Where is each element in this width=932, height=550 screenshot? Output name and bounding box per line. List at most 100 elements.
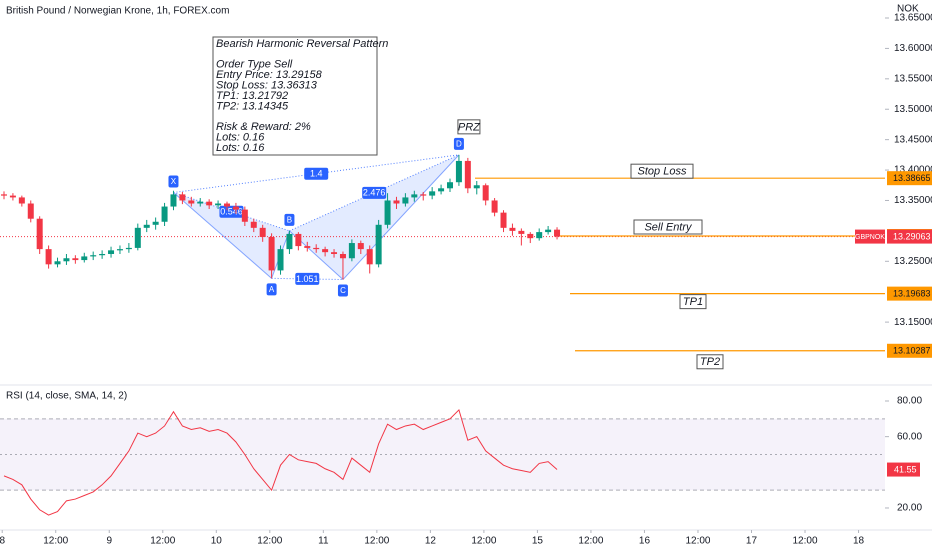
level-name-box <box>696 354 724 370</box>
x-tick-label: 8 <box>0 536 5 547</box>
x-tick-label: 12:00 <box>43 536 68 547</box>
note-line: Stop Loss: 13.36313 <box>216 79 318 91</box>
note-line: TP2: 13.14345 <box>216 100 289 112</box>
x-tick-label: 15 <box>532 536 544 547</box>
point-box <box>168 175 179 188</box>
candle-body <box>375 224 382 265</box>
candle-body <box>536 232 543 239</box>
candle-body <box>464 160 471 189</box>
candle-body <box>348 243 355 259</box>
y-tick-label: 13.25000 <box>894 256 932 267</box>
candle-body <box>304 246 311 248</box>
candle-body <box>116 249 123 251</box>
rsi-title: RSI (14, close, SMA, 14, 2) <box>6 391 127 402</box>
rsi-y-tick-label: 60.00 <box>897 431 922 442</box>
candle-body <box>72 258 79 261</box>
candle-body <box>241 209 248 222</box>
x-tick-label: 17 <box>746 536 758 547</box>
note-line: Lots: 0.16 <box>216 131 265 143</box>
point-box <box>337 284 348 297</box>
candle-body <box>188 200 195 204</box>
candle-body <box>250 221 257 228</box>
pattern-leg <box>173 192 272 279</box>
candle-body <box>455 160 462 183</box>
point-box <box>266 283 277 296</box>
y-tick-label: 13.50000 <box>894 104 932 115</box>
candle-body <box>366 249 373 265</box>
candle-body <box>161 206 168 222</box>
candle-body <box>402 197 409 204</box>
rsi-band <box>0 418 885 491</box>
ratio-label: 0.546 <box>220 207 243 217</box>
level-price: 13.10287 <box>893 346 931 356</box>
level-name: TP1 <box>683 296 703 308</box>
candle-body <box>36 218 43 250</box>
y-tick-label: 13.55000 <box>894 73 932 84</box>
candle-body <box>268 236 275 271</box>
ratio-box <box>362 186 387 199</box>
x-tick-label: 12:00 <box>150 536 175 547</box>
note-title: Bearish Harmonic Reversal Pattern <box>216 38 388 50</box>
pattern-leg <box>342 154 460 280</box>
candle-body <box>482 185 489 201</box>
x-tick-label: 18 <box>853 536 865 547</box>
candle-body <box>125 247 132 250</box>
x-tick-label: 16 <box>639 536 651 547</box>
currency: NOK <box>897 4 919 15</box>
note-line: Risk & Reward: 2% <box>216 121 311 133</box>
level-price: 13.19683 <box>893 289 931 299</box>
rsi-line <box>3 408 558 516</box>
ratio-label: 1.4 <box>310 169 323 179</box>
candle-body <box>295 233 302 247</box>
point-box <box>284 213 295 226</box>
symbol-box <box>855 229 885 244</box>
candle-body <box>27 203 34 219</box>
prz-box <box>457 119 481 135</box>
y-tick-label: 13.60000 <box>894 43 932 54</box>
candle-body <box>206 201 213 206</box>
candle-body <box>1 194 7 196</box>
point-label: D <box>456 139 462 148</box>
level-name: TP2 <box>700 356 720 368</box>
note-line: TP1: 13.21792 <box>216 90 288 102</box>
candle-body <box>473 185 480 189</box>
point-label: X <box>171 177 177 186</box>
symbol-label: GBPNOK <box>855 234 885 241</box>
candle-body <box>313 247 320 250</box>
prz-label: PRZ <box>458 121 481 133</box>
x-tick-label: 9 <box>106 536 112 547</box>
candle-body <box>179 194 186 201</box>
candle-body <box>357 243 364 250</box>
candle-body <box>18 197 25 204</box>
candle-body <box>429 191 436 196</box>
level-name-box <box>630 163 694 179</box>
level-name-box <box>679 294 707 310</box>
candle-body <box>90 255 97 257</box>
point-label: A <box>269 285 275 294</box>
candle-body <box>224 203 230 207</box>
ratio-label: 1.051 <box>296 274 319 284</box>
candle-body <box>509 227 516 231</box>
candle-body <box>500 212 507 228</box>
candle-body <box>152 221 159 225</box>
y-tick-label: 13.40000 <box>894 165 932 176</box>
level-name-box <box>633 219 703 235</box>
level-name: Sell Entry <box>644 221 693 233</box>
candle-body <box>54 261 61 265</box>
candle-body <box>322 249 329 253</box>
x-tick-label: 11 <box>318 536 329 547</box>
candle-body <box>491 200 498 213</box>
x-tick-label: 12:00 <box>471 536 496 547</box>
note-line: Lots: 0.16 <box>216 142 265 154</box>
candle-body <box>197 201 204 204</box>
candle-body <box>277 249 284 271</box>
candle-body <box>215 203 222 206</box>
candle-body <box>384 200 391 225</box>
note-line: Entry Price: 13.29158 <box>216 69 323 81</box>
ratio-box <box>304 167 329 180</box>
candle-body <box>518 230 525 234</box>
level-price: 13.38665 <box>893 173 931 183</box>
x-tick-label: 12 <box>425 536 437 547</box>
candle-body <box>170 194 177 207</box>
candle-body <box>259 227 266 237</box>
